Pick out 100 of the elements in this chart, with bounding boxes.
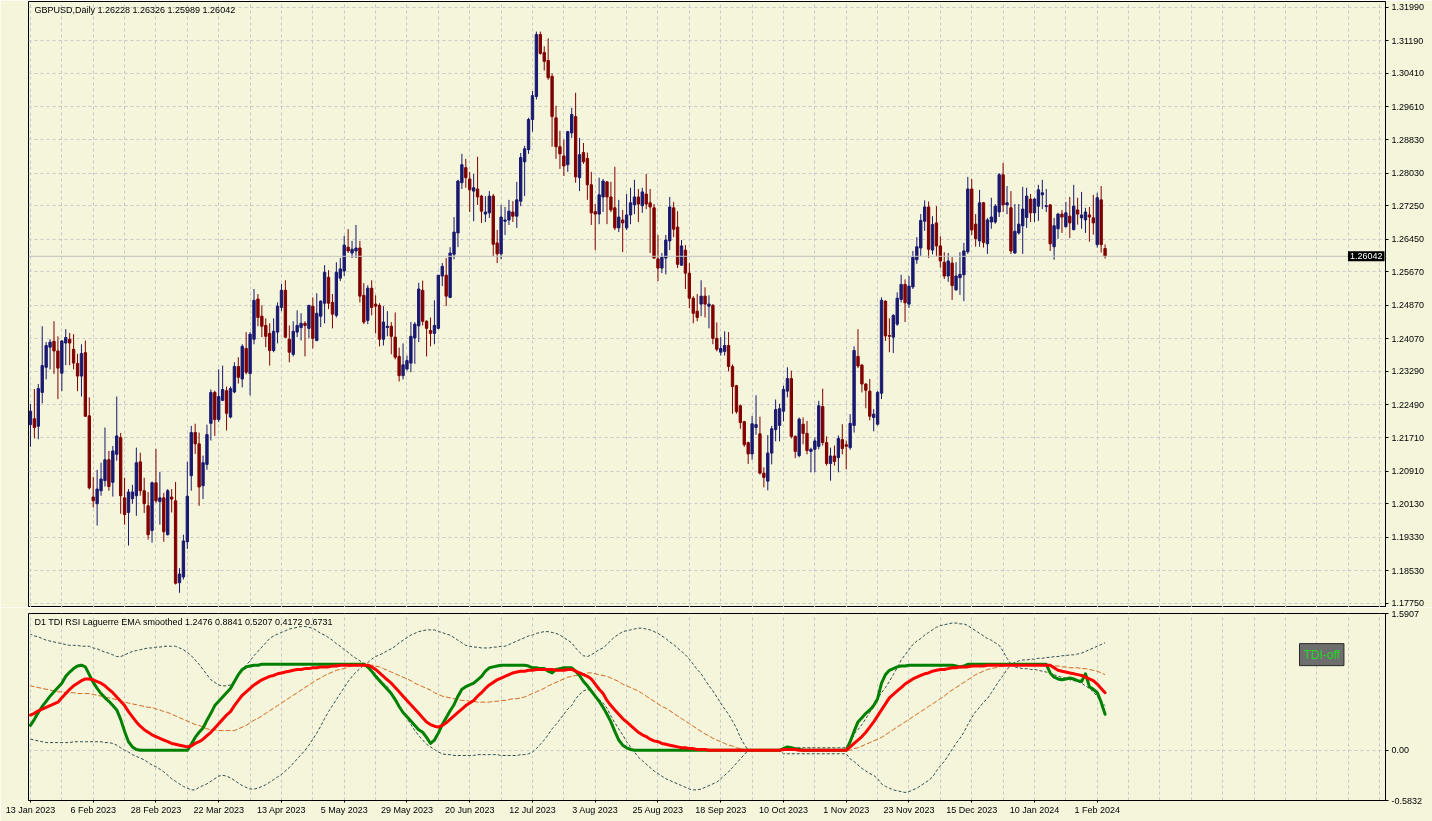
candlestick [154, 448, 158, 504]
candlestick [354, 224, 358, 259]
y-tick-label: 1.20910 [1391, 466, 1425, 477]
y-tick-label: 0.00 [1391, 745, 1410, 756]
candlestick [722, 330, 727, 357]
candlestick [91, 476, 95, 508]
candlestick [636, 188, 641, 223]
x-tick-label: 5 May 2023 [320, 804, 368, 815]
y-tick-label: 1.30410 [1391, 68, 1425, 79]
candlestick [401, 342, 405, 380]
candlestick [1087, 206, 1092, 243]
candlestick [597, 177, 601, 225]
candlestick [621, 209, 625, 253]
candlestick [703, 286, 707, 318]
candlestick [1068, 196, 1072, 239]
candlestick [832, 445, 837, 467]
ref-line-label: 1.26042 [1349, 251, 1383, 262]
candlestick [605, 180, 609, 225]
candlestick [483, 195, 488, 223]
chart-title: GBPUSD,Daily 1.26228 1.26326 1.25989 1.26042 [34, 4, 236, 15]
candlestick [628, 187, 633, 225]
candlestick [291, 320, 295, 357]
x-tick-label: 13 Jan 2023 [5, 804, 56, 815]
y-tick-label: 1.31190 [1391, 35, 1424, 46]
y-tick-label: 1.17750 [1391, 598, 1425, 609]
x-tick-label: 1 Feb 2024 [1074, 804, 1121, 815]
candlestick [617, 199, 621, 233]
x-tick-label: 25 Aug 2023 [632, 804, 684, 815]
candlestick [707, 294, 711, 329]
x-tick-label: 10 Jan 2024 [1009, 804, 1060, 815]
x-tick-label: 3 Aug 2023 [572, 804, 618, 815]
candlestick [471, 173, 476, 222]
x-tick-label: 23 Nov 2023 [883, 804, 935, 815]
y-tick-label: 1.26450 [1391, 234, 1425, 245]
candlestick [122, 477, 127, 526]
candlestick [836, 434, 841, 473]
y-tick-label: 1.23290 [1391, 366, 1425, 377]
candlestick [1072, 184, 1076, 231]
candlestick [1021, 186, 1025, 255]
x-tick-label: 18 Sep 2023 [695, 804, 747, 815]
chart-title: D1 TDI RSI Laguerre EMA smoothed 1.2476 0.8841 0.5207 0.4172 0.6731 [34, 616, 333, 627]
candlestick [946, 252, 950, 283]
candlestick [287, 324, 291, 363]
candlestick [695, 293, 699, 322]
candlestick [158, 471, 162, 526]
y-tick-label: 1.19330 [1391, 532, 1425, 543]
y-tick-label: 1.20130 [1391, 498, 1425, 509]
candlestick [169, 488, 174, 513]
candlestick [903, 278, 907, 323]
y-tick-label: 1.28030 [1391, 168, 1425, 179]
y-tick-label: 1.21710 [1391, 432, 1425, 443]
x-tick-label: 12 Jul 2023 [509, 804, 556, 815]
candlestick [632, 179, 637, 215]
candlestick [487, 190, 492, 219]
candlestick [624, 193, 629, 231]
y-tick-label: 1.18530 [1391, 565, 1425, 576]
candlestick [307, 304, 311, 339]
candlestick [699, 279, 703, 317]
candlestick [844, 440, 848, 470]
candlestick [1036, 184, 1041, 222]
x-tick-label: 20 Jun 2023 [444, 804, 495, 815]
candlestick [32, 388, 37, 439]
candlestick [1079, 191, 1084, 230]
x-tick-label: 28 Feb 2023 [130, 804, 182, 815]
candlestick [303, 320, 307, 357]
candlestick [1064, 201, 1068, 228]
candlestick [126, 488, 131, 547]
candlestick [268, 322, 272, 367]
candlestick [985, 217, 990, 255]
candlestick [613, 166, 617, 231]
candlestick [217, 368, 221, 423]
y-tick-label: -0.5832 [1391, 795, 1423, 806]
candlestick [370, 279, 374, 316]
x-tick-label: 22 Mar 2023 [193, 804, 244, 815]
candlestick [68, 332, 72, 366]
candlestick [468, 171, 472, 213]
y-tick-label: 1.24070 [1391, 333, 1425, 344]
candlestick [1013, 203, 1017, 255]
x-tick-label: 15 Dec 2023 [946, 804, 998, 815]
candlestick [511, 200, 515, 223]
candlestick [244, 331, 248, 375]
candlestick [679, 239, 684, 267]
x-tick-label: 13 Apr 2023 [256, 804, 306, 815]
candlestick [236, 356, 240, 385]
candlestick [805, 420, 809, 455]
candlestick [719, 336, 723, 357]
x-tick-label: 6 Feb 2023 [70, 804, 116, 815]
x-tick-label: 1 Nov 2023 [823, 804, 870, 815]
y-tick-label: 1.24870 [1391, 300, 1425, 311]
line-series [29, 664, 1106, 793]
candlestick [840, 423, 844, 455]
candlestick [389, 321, 393, 355]
y-tick-label: 1.25670 [1391, 266, 1425, 277]
candlestick [1052, 217, 1056, 261]
candlestick [1040, 179, 1044, 210]
y-tick-label: 1.29610 [1391, 101, 1425, 112]
candlestick [1060, 209, 1064, 234]
y-tick-label: 1.28830 [1391, 134, 1425, 145]
candlestick [346, 228, 350, 254]
x-tick-label: 10 Oct 2023 [758, 804, 809, 815]
